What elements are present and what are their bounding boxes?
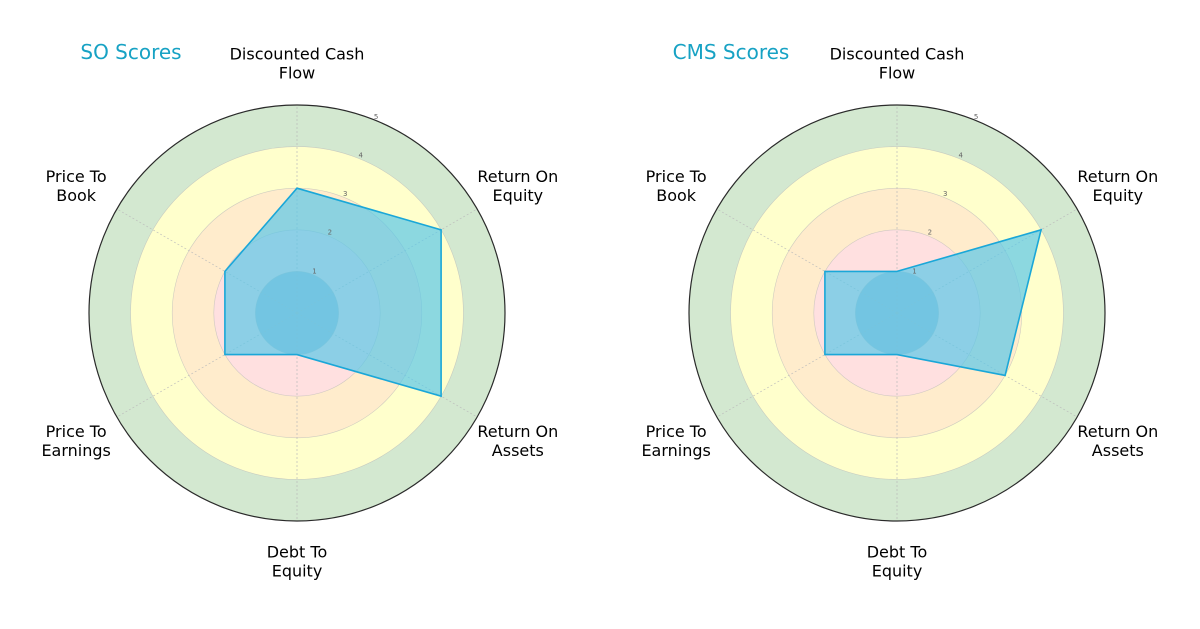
- axis-label-line: Return On: [477, 167, 558, 186]
- r-tick-label: 3: [343, 190, 347, 198]
- axis-label-line: Price To: [646, 422, 707, 441]
- axis-label-line: Flow: [879, 64, 916, 83]
- axis-label-line: Earnings: [641, 441, 710, 460]
- chart-title: CMS Scores: [673, 40, 790, 64]
- axis-label-line: Price To: [46, 167, 107, 186]
- axis-label-line: Book: [56, 186, 97, 205]
- axis-label-line: Equity: [272, 562, 323, 581]
- axis-label-line: Assets: [1092, 441, 1144, 460]
- axis-label-line: Equity: [1093, 186, 1144, 205]
- axis-label-line: Equity: [872, 562, 923, 581]
- axis-label-line: Discounted Cash: [830, 45, 965, 64]
- axis-label-line: Price To: [646, 167, 707, 186]
- r-tick-label: 2: [328, 229, 332, 237]
- axis-label-line: Book: [656, 186, 697, 205]
- axis-label-line: Return On: [477, 422, 558, 441]
- axis-label-line: Earnings: [41, 441, 110, 460]
- axis-label-line: Price To: [46, 422, 107, 441]
- axis-label-line: Discounted Cash: [230, 45, 365, 64]
- r-tick-label: 4: [958, 151, 963, 159]
- axis-label-line: Debt To: [267, 543, 328, 562]
- axis-label-line: Assets: [492, 441, 544, 460]
- axis-label-line: Return On: [1077, 167, 1158, 186]
- axis-label-line: Flow: [279, 64, 316, 83]
- r-tick-label: 5: [374, 113, 378, 121]
- r-tick-label: 1: [312, 267, 316, 275]
- chart-title: SO Scores: [80, 40, 181, 64]
- axis-label-line: Equity: [493, 186, 544, 205]
- axis-label-line: Return On: [1077, 422, 1158, 441]
- r-tick-label: 5: [974, 113, 978, 121]
- axis-label-line: Debt To: [867, 543, 928, 562]
- r-tick-label: 4: [358, 151, 363, 159]
- r-tick-label: 2: [928, 229, 932, 237]
- r-tick-label: 3: [943, 190, 947, 198]
- r-tick-label: 1: [912, 267, 916, 275]
